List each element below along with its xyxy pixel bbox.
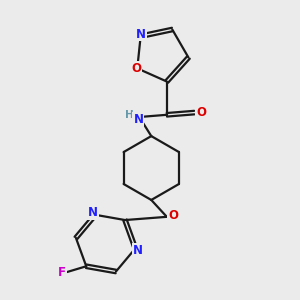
Text: F: F <box>58 266 66 278</box>
Text: O: O <box>168 209 178 222</box>
Text: N: N <box>133 244 142 257</box>
Text: O: O <box>131 62 141 75</box>
Text: N: N <box>136 28 146 40</box>
Text: H: H <box>125 110 134 120</box>
Text: N: N <box>88 206 98 219</box>
Text: O: O <box>196 106 206 119</box>
Text: N: N <box>134 113 143 126</box>
